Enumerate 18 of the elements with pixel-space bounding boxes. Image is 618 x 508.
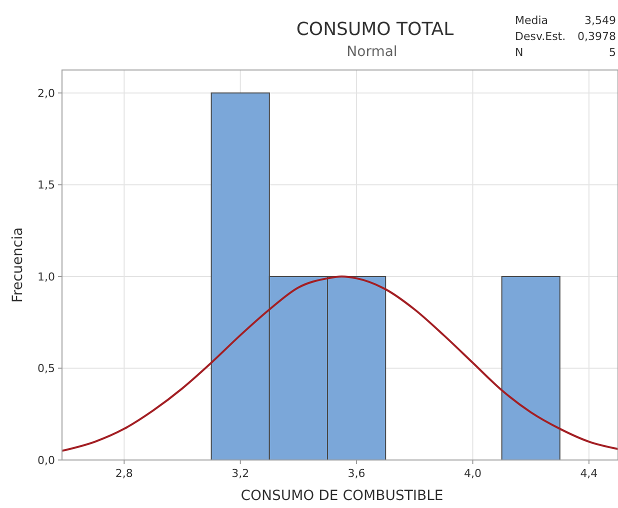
x-tick-label: 4,0 [464,467,482,480]
text: Media 3,549 [515,14,616,27]
text: Desv.Est. 0,3978 [515,30,616,43]
y-tick-label: 1,0 [38,270,55,284]
y-tick-label: 1,5 [38,178,55,192]
text: N 5 [515,46,616,59]
x-tick-label: 3,6 [348,467,366,480]
y-tick-label: 0,0 [38,454,55,467]
x-tick-label: 4,4 [580,467,598,480]
x-axis-title: CONSUMO DE COMBUSTIBLE [240,488,444,504]
chart-subtitle: Normal [346,44,398,60]
y-tick-label: 2,0 [38,86,55,100]
line-series [61,275,618,452]
y-axis-title: Frecuencia [10,227,26,303]
x-tick-label: 3,2 [232,467,250,480]
x-tick-label: 2,8 [115,467,133,480]
y-tick-label: 0,5 [38,362,55,376]
chart-title: CONSUMO TOTAL [296,19,454,40]
